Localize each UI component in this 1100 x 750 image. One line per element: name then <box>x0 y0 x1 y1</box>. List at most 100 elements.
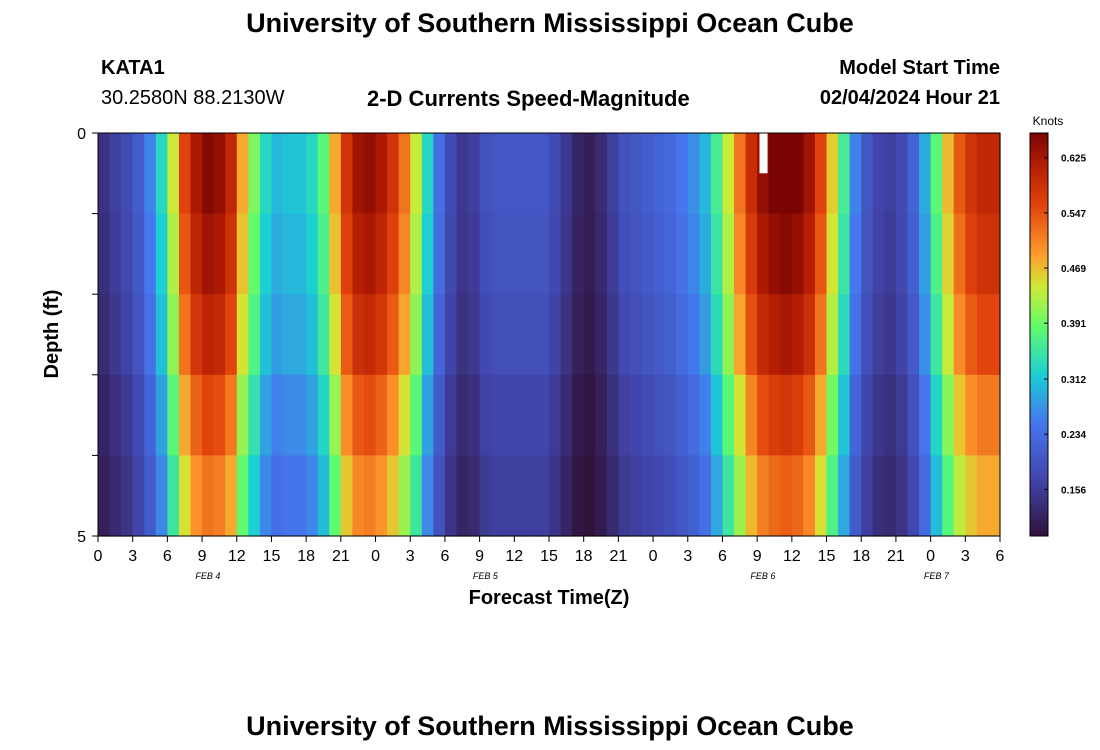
heatmap-cell <box>98 294 111 376</box>
heatmap-cell <box>294 213 307 295</box>
heatmap-cell <box>202 133 215 215</box>
heatmap-cell <box>444 455 458 537</box>
heatmap-cell <box>872 374 885 456</box>
heatmap-cell <box>768 455 781 537</box>
heatmap-cell <box>768 374 781 456</box>
heatmap-cell <box>248 455 261 537</box>
heatmap-cell <box>410 133 423 215</box>
x-tick-label: 15 <box>263 548 281 565</box>
heatmap-cell <box>919 213 932 295</box>
heatmap-cell <box>525 294 539 376</box>
heatmap-cell <box>780 455 793 537</box>
heatmap-cell <box>687 455 700 537</box>
heatmap-cell <box>109 374 122 456</box>
heatmap-cell <box>826 455 839 537</box>
x-tick-label: 6 <box>440 548 449 565</box>
heatmap-cell <box>190 294 203 376</box>
x-tick-label: 12 <box>505 548 523 565</box>
heatmap-cell <box>872 294 885 376</box>
heatmap-cell <box>178 455 192 537</box>
heatmap-cell <box>768 133 781 215</box>
heatmap-cell <box>144 374 157 456</box>
heatmap-cell <box>178 294 192 376</box>
x-tick-label: 0 <box>649 548 658 565</box>
heatmap-cell <box>178 133 192 215</box>
heatmap-cell <box>780 133 793 215</box>
heatmap-cell <box>132 213 145 295</box>
heatmap-cell <box>676 133 689 215</box>
heatmap-cell <box>803 455 816 537</box>
heatmap-cell <box>248 294 261 376</box>
day-labels: FEB 4 FEB 5 FEB 6 FEB 7 <box>195 571 950 581</box>
heatmap-cell <box>930 455 943 537</box>
heatmap-cell <box>653 133 666 215</box>
heatmap-cell <box>699 213 712 295</box>
heatmap-cell <box>375 213 388 295</box>
heatmap-cell <box>525 374 539 456</box>
heatmap-cell <box>549 455 562 537</box>
heatmap-cell <box>352 455 365 537</box>
heatmap-cell <box>144 213 157 295</box>
heatmap-cell <box>988 213 1001 295</box>
heatmap-cell <box>687 133 700 215</box>
heatmap-cell <box>895 213 909 295</box>
heatmap-cell <box>294 374 307 456</box>
heatmap-cell <box>618 294 631 376</box>
heatmap-cell <box>525 455 539 537</box>
heatmap-cell <box>560 374 573 456</box>
heatmap-cell <box>676 455 689 537</box>
heatmap-cell <box>121 374 134 456</box>
heatmap-cell <box>953 133 966 215</box>
heatmap-cell <box>722 455 735 537</box>
heatmap-cell <box>202 294 215 376</box>
heatmap-cell <box>283 455 296 537</box>
heatmap-cell <box>525 213 539 295</box>
heatmap-cell <box>942 455 955 537</box>
heatmap-cell <box>572 294 585 376</box>
heatmap-cell <box>306 133 319 215</box>
heatmap-cell <box>664 213 677 295</box>
model-start-label: Model Start Time <box>839 57 1000 79</box>
heatmap-cell <box>98 374 111 456</box>
heatmap-cell <box>907 374 920 456</box>
heatmap-cell <box>167 133 180 215</box>
colorbar-gradient <box>1029 132 1049 537</box>
heatmap-cell <box>236 294 249 376</box>
heatmap-cell <box>329 213 342 295</box>
heatmap-cell <box>872 133 885 215</box>
heatmap-cell <box>722 374 735 456</box>
heatmap-cell <box>803 294 816 376</box>
heatmap-cell <box>398 133 411 215</box>
heatmap-cell <box>433 213 446 295</box>
heatmap-cell <box>953 213 966 295</box>
heatmap-cell <box>352 374 365 456</box>
x-tick-label: 21 <box>609 548 627 565</box>
heatmap-cell <box>595 455 608 537</box>
heatmap-cell <box>387 213 400 295</box>
day-label: FEB 5 <box>473 571 499 581</box>
heatmap-cell <box>144 133 157 215</box>
heatmap-cell <box>930 213 943 295</box>
heatmap-cell <box>317 374 330 456</box>
colorbar-tick-label: 0.234 <box>1061 430 1086 441</box>
heatmap-cell <box>317 455 330 537</box>
heatmap-cell <box>502 294 515 376</box>
heatmap-cell <box>398 374 411 456</box>
heatmap-cell <box>953 294 966 376</box>
heatmap-cell <box>687 294 700 376</box>
x-axis: 0 3 6 9 12 15 18 21 0 3 6 9 12 15 18 21 0 3 6 9 12 15 18 21 0 3 6 <box>94 536 1005 565</box>
heatmap-cell <box>375 455 388 537</box>
heatmap-cell <box>549 213 562 295</box>
heatmap-cell <box>826 294 839 376</box>
heatmap-cell <box>444 294 458 376</box>
heatmap-cell <box>606 455 619 537</box>
heatmap-cell <box>502 374 515 456</box>
heatmap-cell <box>595 133 608 215</box>
heatmap-cell <box>861 455 874 537</box>
heatmap-cell <box>387 133 400 215</box>
page-title: University of Southern Mississippi Ocean… <box>246 8 854 38</box>
heatmap-cell <box>479 213 492 295</box>
heatmap-cell <box>895 455 909 537</box>
heatmap-cell <box>583 213 596 295</box>
heatmap-cell <box>745 133 758 215</box>
